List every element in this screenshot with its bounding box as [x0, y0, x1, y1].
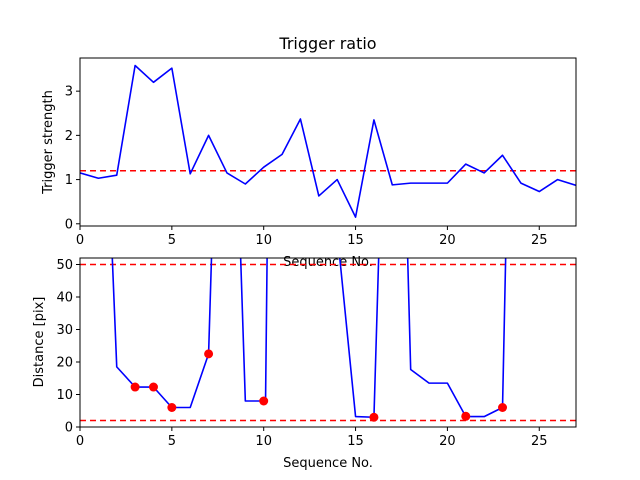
bot-x-tick-label: 0: [76, 434, 84, 449]
top-chart: Trigger ratio 0 5 10 15 20 25 0 1 2 3 Sequence N…: [41, 34, 577, 270]
bot-x-tick-label: 25: [531, 434, 548, 449]
bot-y-tick-label: 0: [65, 421, 73, 436]
bot-x-tick-label: 15: [347, 434, 364, 449]
top-x-tick-label: 5: [168, 233, 176, 248]
top-y-tick-label: 1: [65, 173, 73, 188]
top-y-tick-label: 0: [65, 217, 73, 232]
bottom-point-markers: [130, 349, 508, 422]
bot-data-point: [130, 382, 140, 392]
top-x-ticks: 0 5 10 15 20 25: [76, 226, 548, 248]
top-x-tick-label: 15: [347, 233, 364, 248]
top-y-tick-label: 3: [65, 85, 73, 100]
bot-y-tick-label: 40: [56, 291, 73, 306]
bot-y-tick-label: 10: [56, 388, 73, 403]
top-x-tick-label: 0: [76, 233, 84, 248]
bottom-y-ticks: 0 10 20 30 40 50: [56, 258, 80, 436]
top-y-tick-label: 2: [65, 129, 73, 144]
bot-y-tick-label: 20: [56, 356, 73, 371]
top-y-axis-label: Trigger strength: [41, 90, 56, 195]
bot-y-tick-label: 50: [56, 258, 73, 273]
top-x-tick-label: 20: [439, 233, 456, 248]
bot-data-point: [167, 403, 177, 412]
bot-x-tick-label: 20: [439, 434, 456, 449]
bot-data-point: [148, 382, 158, 392]
top-axes-frame: [79, 57, 577, 227]
bot-data-point: [498, 403, 508, 412]
bottom-chart: 0 5 10 15 20 25 0 10 20 30 40 50 Sequence No. Dist…: [32, 257, 577, 471]
bot-data-point: [259, 396, 269, 406]
top-x-axis-label: Sequence No.: [283, 255, 373, 270]
top-x-tick-label: 10: [255, 233, 272, 248]
bottom-x-axis-label: Sequence No.: [283, 456, 373, 471]
bot-data-point: [204, 349, 214, 359]
bottom-x-ticks: 0 5 10 15 20 25: [76, 427, 548, 449]
bot-y-tick-label: 30: [56, 323, 73, 338]
top-chart-title: Trigger ratio: [278, 34, 376, 53]
bot-data-point: [461, 411, 471, 421]
top-x-tick-label: 25: [531, 233, 548, 248]
bot-data-point: [369, 412, 379, 422]
bot-x-tick-label: 10: [255, 434, 272, 449]
bottom-axes-frame: [79, 257, 577, 428]
top-y-ticks: 0 1 2 3: [65, 85, 80, 232]
top-plot-area: [80, 64, 576, 218]
bottom-y-axis-label: Distance [pix]: [32, 297, 47, 388]
top-series-line-0: [80, 64, 576, 218]
bot-x-tick-label: 5: [168, 434, 176, 449]
